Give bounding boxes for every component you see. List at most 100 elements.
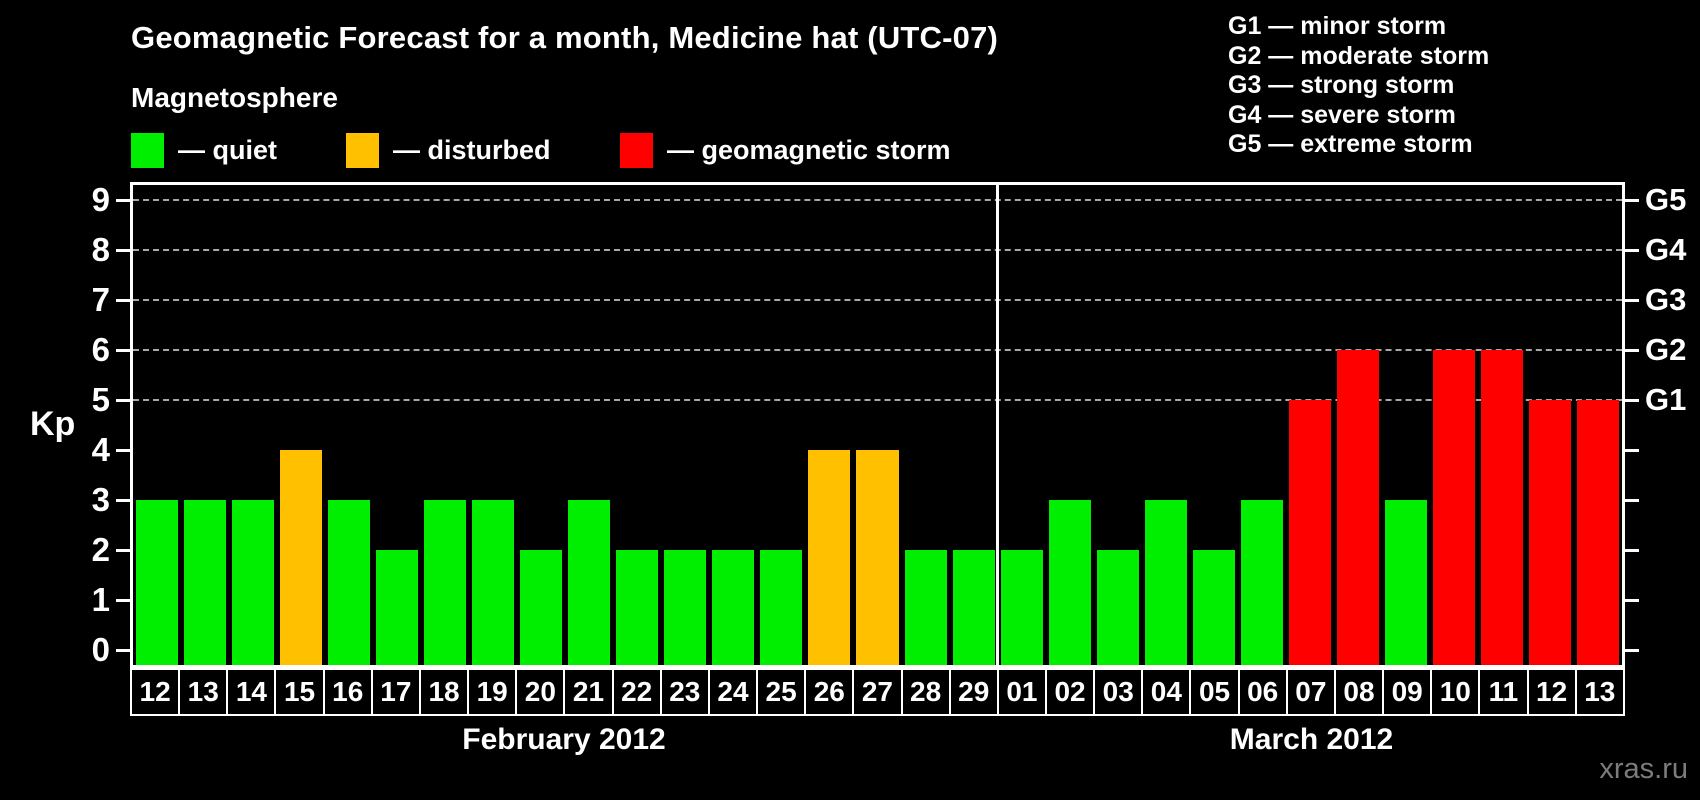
- kp-bar-day-13: [1576, 400, 1619, 665]
- kp-bar-day-20: [520, 550, 563, 665]
- right-axis-tick-8: [1625, 249, 1639, 252]
- left-axis-tick-7: [116, 299, 130, 302]
- day-cell-22: 22: [611, 668, 662, 716]
- day-cell-25: 25: [756, 668, 807, 716]
- y-axis-label-9: 9: [91, 181, 110, 218]
- y-axis-label-3: 3: [91, 481, 110, 518]
- g-axis-label-g2: G2: [1645, 332, 1687, 367]
- kp-bar-day-03: [1096, 550, 1139, 665]
- g-axis-label-g5: G5: [1645, 182, 1687, 217]
- month-label-february: February 2012: [462, 723, 666, 756]
- kp-bar-day-04: [1144, 500, 1187, 665]
- day-cell-01: 01: [996, 668, 1047, 716]
- right-axis-tick-7: [1625, 299, 1639, 302]
- day-cell-19: 19: [467, 668, 518, 716]
- left-axis-tick-6: [116, 349, 130, 352]
- y-axis-label-5: 5: [91, 381, 110, 418]
- day-cell-17: 17: [370, 668, 421, 716]
- kp-bar-day-27: [856, 450, 899, 665]
- day-cell-26: 26: [804, 668, 855, 716]
- kp-bar-day-10: [1432, 350, 1475, 665]
- kp-bar-day-09: [1384, 500, 1427, 665]
- y-axis-title: Kp: [30, 405, 76, 443]
- day-cell-18: 18: [418, 668, 470, 716]
- y-axis-label-6: 6: [91, 331, 110, 368]
- day-cell-14: 14: [226, 668, 277, 716]
- g-scale-legend-line-1: G1 — minor storm: [1228, 12, 1447, 40]
- legend-item-quiet: — quiet: [131, 133, 277, 168]
- legend-swatch-quiet: [131, 133, 164, 168]
- right-axis-tick-6: [1625, 349, 1639, 352]
- gridline-kp-5: [133, 399, 1622, 401]
- page-title: Geomagnetic Forecast for a month, Medici…: [131, 20, 999, 55]
- legend-item-storm: — geomagnetic storm: [620, 133, 951, 168]
- right-axis-tick-2: [1625, 549, 1639, 552]
- kp-bar-day-11: [1480, 350, 1523, 665]
- day-cell-15: 15: [274, 668, 325, 716]
- g-scale-legend-line-5: G5 — extreme storm: [1228, 130, 1473, 159]
- left-axis-tick-8: [116, 249, 130, 252]
- gridline-kp-9: [133, 199, 1622, 201]
- legend-swatch-storm: [620, 133, 653, 168]
- gridline-kp-7: [133, 299, 1622, 301]
- g-axis-label-g1: G1: [1645, 382, 1687, 417]
- day-cell-13: 13: [1574, 668, 1625, 716]
- plot-area: [130, 182, 1625, 668]
- day-cell-09: 09: [1382, 668, 1433, 716]
- right-axis-tick-4: [1625, 449, 1639, 452]
- day-axis-row: 12 13 14 15 16 17 18 19 20 21 22 23 24 25 26 27 28 29 01 02…: [130, 668, 1625, 716]
- y-axis-label-4: 4: [91, 431, 110, 468]
- month-separator-line: [996, 185, 1000, 665]
- kp-bar-day-22: [616, 550, 659, 665]
- y-axis-label-8: 8: [91, 231, 110, 268]
- kp-bar-day-02: [1048, 500, 1091, 665]
- day-cell-16: 16: [322, 668, 373, 716]
- kp-bar-day-25: [760, 550, 803, 665]
- kp-bar-day-19: [472, 500, 515, 665]
- kp-bar-day-15: [280, 450, 323, 665]
- g-scale-legend-line-3: G3 — strong storm: [1228, 71, 1455, 100]
- day-cell-12: 12: [1526, 668, 1577, 716]
- right-axis-tick-0: [1625, 649, 1639, 652]
- kp-bar-day-13: [184, 500, 227, 665]
- day-cell-27: 27: [852, 668, 903, 716]
- g-scale-legend-line-2: G2 — moderate storm: [1228, 41, 1490, 70]
- month-label-march: March 2012: [1229, 723, 1394, 756]
- kp-bar-day-01: [1000, 550, 1043, 665]
- magnetosphere-label: Magnetosphere: [131, 82, 338, 113]
- kp-bar-day-07: [1288, 400, 1331, 665]
- day-cell-05: 05: [1189, 668, 1240, 716]
- left-axis-tick-9: [116, 199, 130, 202]
- day-cell-29: 29: [948, 668, 999, 716]
- day-cell-20: 20: [515, 668, 566, 716]
- magnetosphere-legend: — quiet — disturbed — geomagnetic storm: [0, 133, 1100, 173]
- left-axis-tick-1: [116, 599, 130, 602]
- day-cell-04: 04: [1141, 668, 1192, 716]
- left-axis-tick-2: [116, 549, 130, 552]
- right-axis-tick-5: [1625, 399, 1639, 402]
- day-cell-08: 08: [1333, 668, 1385, 716]
- g-scale-legend: G1 — minor storm G2 — moderate storm G3 — …: [1228, 12, 1489, 160]
- right-axis-tick-3: [1625, 499, 1639, 502]
- day-cell-23: 23: [659, 668, 710, 716]
- right-axis-tick-9: [1625, 199, 1639, 202]
- left-axis-tick-0: [116, 649, 130, 652]
- kp-bar-day-28: [904, 550, 947, 665]
- watermark: xras.ru: [1599, 753, 1688, 785]
- day-cell-07: 07: [1285, 668, 1336, 716]
- gridline-kp-6: [133, 349, 1622, 351]
- day-cell-21: 21: [563, 668, 614, 716]
- kp-bar-day-18: [424, 500, 467, 665]
- day-cell-10: 10: [1430, 668, 1481, 716]
- kp-bar-day-23: [664, 550, 707, 665]
- kp-bar-day-16: [328, 500, 371, 665]
- day-cell-03: 03: [1093, 668, 1144, 716]
- gridline-kp-8: [133, 249, 1622, 251]
- day-cell-11: 11: [1478, 668, 1529, 716]
- day-cell-28: 28: [900, 668, 951, 716]
- kp-bar-day-17: [376, 550, 419, 665]
- g-axis-label-g4: G4: [1645, 232, 1687, 267]
- y-axis-label-1: 1: [91, 581, 110, 618]
- right-axis-tick-1: [1625, 599, 1639, 602]
- y-axis-label-2: 2: [91, 531, 110, 568]
